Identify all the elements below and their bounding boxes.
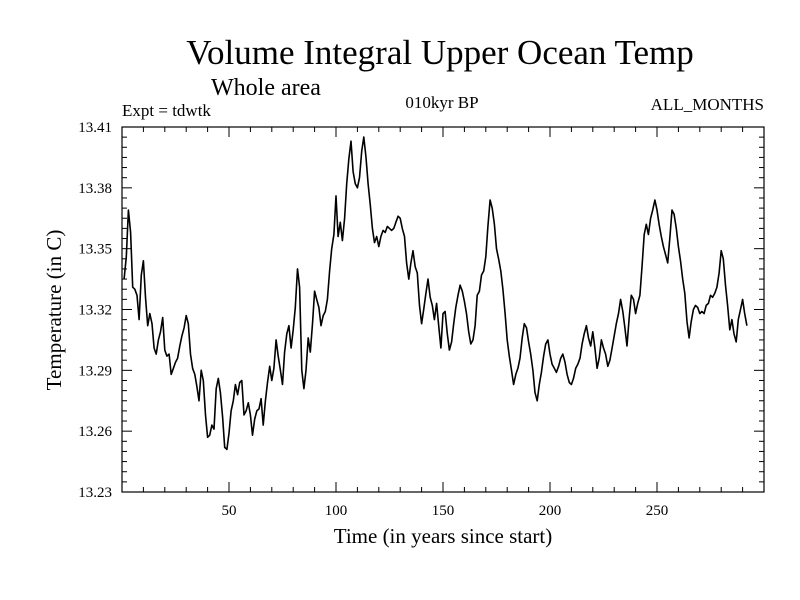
data-series-line: [123, 136, 748, 451]
y-tick-label: 13.35: [78, 242, 112, 258]
x-tick-labels: 50 100 150 200 250: [222, 503, 669, 519]
y-tick-label: 13.23: [78, 485, 112, 501]
x-tick-label: 100: [325, 503, 348, 519]
y-axis-label: Temperature (in C): [42, 230, 66, 391]
x-tick-label: 150: [432, 503, 455, 519]
x-axis-label: Time (in years since start): [334, 524, 553, 548]
experiment-label: Expt = tdwtk: [122, 101, 211, 120]
months-label: ALL_MONTHS: [651, 95, 764, 114]
y-tick-label: 13.32: [78, 303, 112, 319]
y-tick-label: 13.29: [78, 363, 112, 379]
y-tick-label: 13.38: [78, 181, 112, 197]
x-tick-label: 200: [539, 503, 562, 519]
plot-frame: [121, 126, 765, 493]
y-tick-label: 13.41: [78, 120, 112, 136]
y-tick-labels: 13.23 13.26 13.29 13.32 13.35 13.38 13.41: [78, 120, 112, 501]
chart-title: Volume Integral Upper Ocean Temp: [186, 33, 693, 72]
period-label: 010kyr BP: [405, 93, 478, 112]
axis-ticks: [122, 127, 764, 492]
x-tick-label: 250: [646, 503, 669, 519]
y-tick-label: 13.26: [78, 424, 112, 440]
chart-subtitle: Whole area: [211, 75, 321, 101]
x-tick-label: 50: [222, 503, 237, 519]
